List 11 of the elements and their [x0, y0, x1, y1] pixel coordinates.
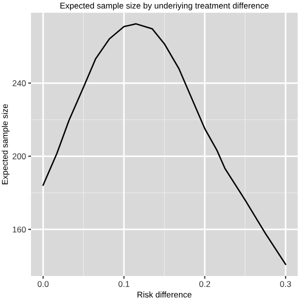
x-tick-label: 0.2 [199, 281, 210, 287]
x-tick-label: 0.1 [118, 281, 130, 287]
x-axis-title: Risk difference [138, 291, 192, 298]
line-series [42, 23, 286, 265]
y-tick-label: 200 [12, 153, 26, 160]
y-axis-title: Expected sample size [2, 104, 10, 184]
x-tick-label: 0.3 [280, 281, 292, 287]
x-tick-label: 0.0 [38, 281, 49, 287]
y-tick-label: 240 [12, 80, 26, 86]
y-tick-label: 160 [12, 226, 26, 232]
chart-title: Expected sample size by underiying treatment difference [60, 2, 269, 10]
